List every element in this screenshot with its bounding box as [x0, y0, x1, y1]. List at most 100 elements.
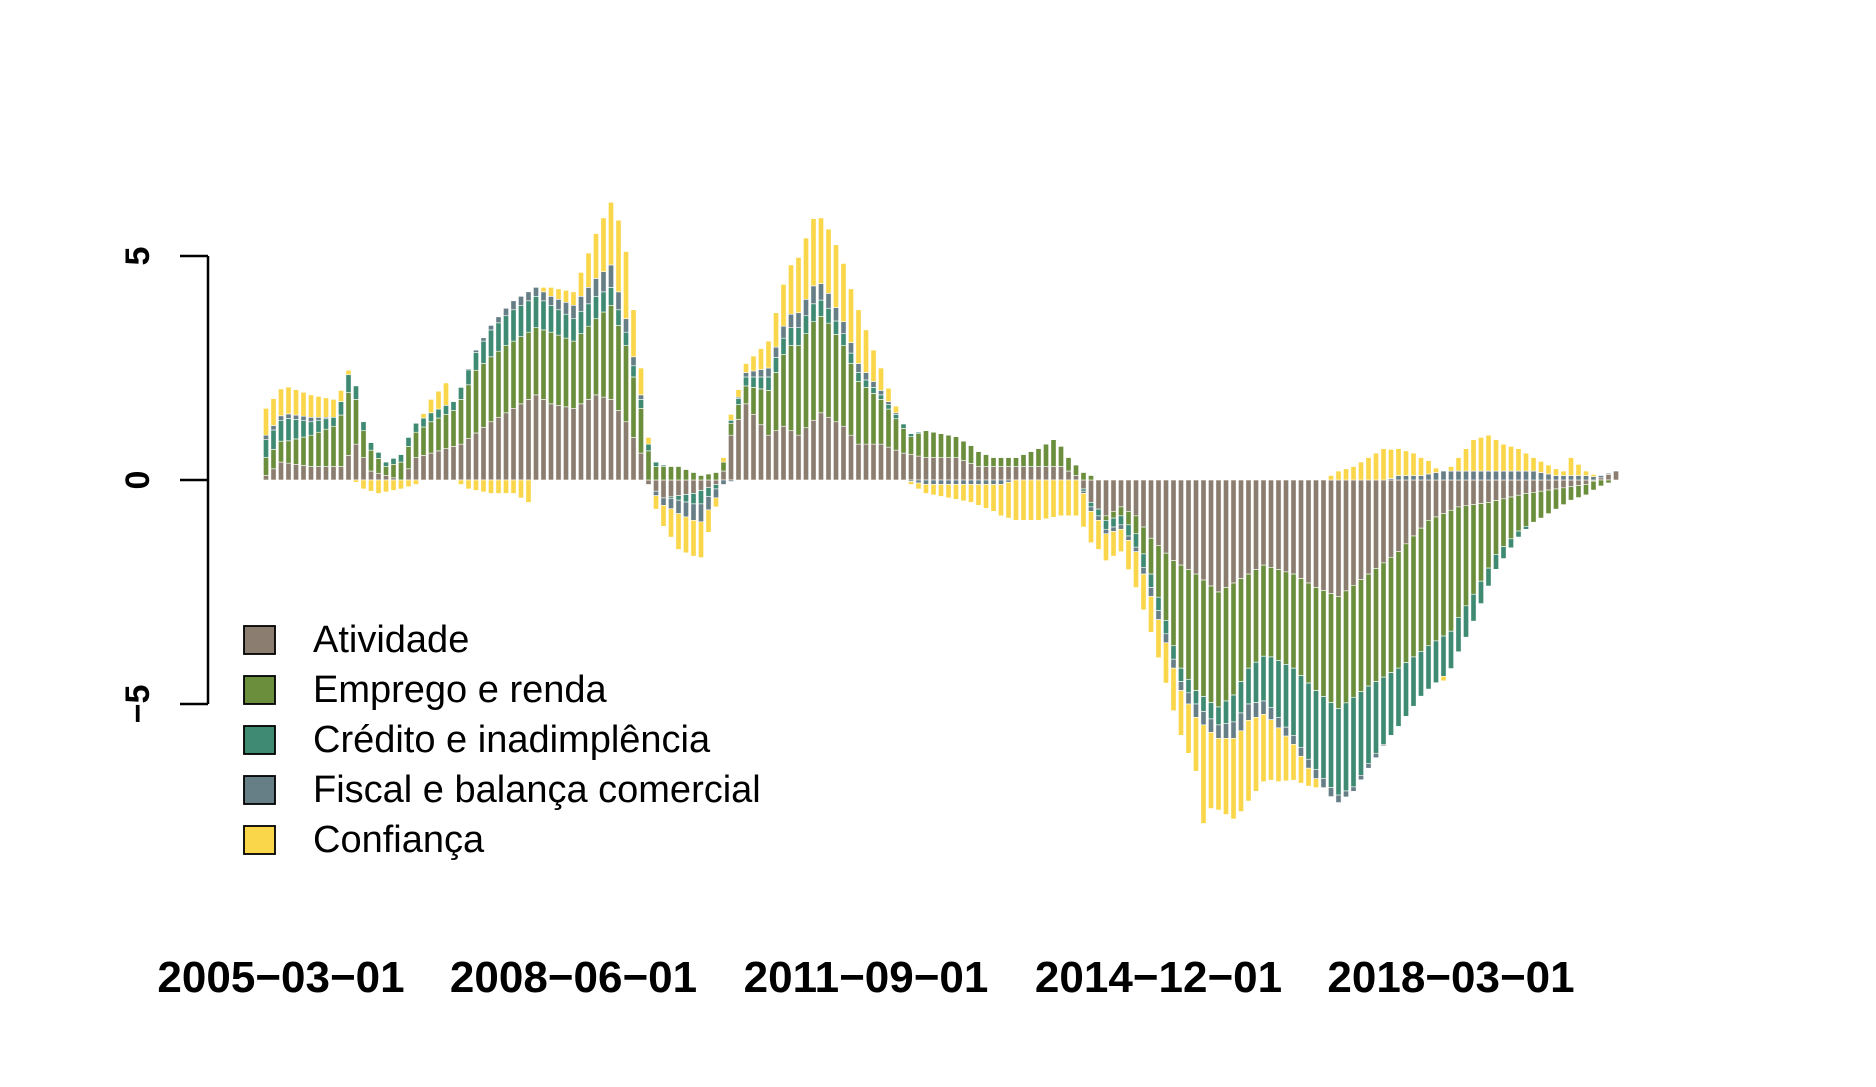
- bar-segment: [1418, 475, 1424, 481]
- bar-segment: [300, 436, 307, 466]
- bar-segment: [1043, 479, 1049, 520]
- bar-segment: [1208, 585, 1214, 703]
- bar-segment: [1455, 617, 1462, 653]
- bar-segment: [1223, 723, 1229, 739]
- bar-segment: [653, 495, 659, 510]
- bar-segment: [1125, 511, 1132, 526]
- bar-segment: [1463, 605, 1469, 638]
- bar-segment: [375, 452, 382, 459]
- bar-segment: [1088, 479, 1094, 503]
- bar-segment: [495, 316, 502, 324]
- bar-segment: [405, 479, 412, 488]
- bar-segment: [1275, 569, 1282, 661]
- bar-segment: [458, 387, 464, 400]
- bar-segment: [398, 454, 404, 463]
- bar-segment: [1155, 479, 1162, 547]
- bar-segment: [675, 479, 682, 496]
- bar-segment: [563, 337, 569, 408]
- bar-segment: [555, 405, 562, 481]
- bar-segment: [1343, 790, 1349, 798]
- bar-segment: [915, 431, 922, 434]
- bar-segment: [1260, 479, 1267, 566]
- bar-segment: [503, 479, 509, 494]
- bar-segment: [848, 288, 854, 343]
- bar-segment: [608, 287, 614, 306]
- bar-segment: [1313, 769, 1319, 779]
- bar-segment: [1448, 470, 1454, 481]
- bar-segment: [1530, 492, 1537, 523]
- bar-segment: [1365, 763, 1372, 769]
- bar-segment: [593, 233, 599, 279]
- bar-segment: [1110, 531, 1117, 557]
- bar-segment: [495, 350, 502, 418]
- bar-segment: [1388, 556, 1394, 673]
- bar-segment: [593, 278, 599, 297]
- bar-segment: [773, 430, 779, 481]
- bar-segment: [600, 217, 607, 272]
- bar-segment: [1313, 690, 1319, 771]
- bar-segment: [690, 503, 697, 521]
- bar-segment: [563, 301, 569, 315]
- bar-segment: [683, 494, 689, 503]
- bar-segment: [623, 345, 629, 423]
- bar-segment: [1193, 690, 1199, 705]
- bar-segment: [293, 389, 299, 416]
- bar-segment: [1523, 479, 1529, 494]
- legend-swatch: [243, 675, 276, 705]
- bar-segment: [1245, 703, 1252, 721]
- bar-segment: [563, 406, 569, 481]
- bar-segment: [1290, 744, 1297, 781]
- bar-segment: [1433, 472, 1439, 481]
- bar-segment: [1283, 726, 1289, 737]
- bar-segment: [578, 403, 584, 481]
- bar-segment: [653, 490, 659, 496]
- bar-segment: [1605, 479, 1612, 484]
- bar-segment: [1028, 466, 1034, 481]
- bar-segment: [735, 419, 742, 481]
- bar-segment: [1515, 530, 1522, 538]
- bar-segment: [1545, 473, 1552, 481]
- bar-segment: [1448, 479, 1454, 511]
- bar-segment: [1515, 479, 1522, 496]
- bar-segment: [413, 457, 419, 481]
- bar-segment: [923, 457, 929, 481]
- bar-segment: [600, 291, 607, 313]
- bar-segment: [578, 333, 584, 405]
- bar-segment: [1035, 466, 1042, 481]
- bar-segment: [1410, 475, 1417, 481]
- bar-segment: [803, 315, 809, 334]
- bar-segment: [1020, 466, 1027, 481]
- bar-segment: [1208, 702, 1214, 720]
- bar-segment: [893, 413, 899, 420]
- bar-segment: [1605, 474, 1612, 481]
- bar-segment: [473, 349, 479, 353]
- bar-segment: [848, 363, 854, 436]
- bar-segment: [1095, 515, 1102, 521]
- bar-segment: [1515, 448, 1522, 472]
- legend-label: Atividade: [313, 619, 469, 661]
- bar-segment: [480, 427, 487, 481]
- bar-segment: [818, 412, 824, 481]
- bar-segment: [443, 382, 449, 406]
- bar-segment: [1283, 664, 1289, 728]
- bar-segment: [1433, 516, 1439, 642]
- bar-segment: [750, 413, 757, 481]
- bar-segment: [968, 463, 974, 481]
- bar-segment: [1538, 490, 1544, 519]
- bar-segment: [1425, 645, 1432, 690]
- bar-segment: [750, 387, 757, 415]
- bar-segment: [1193, 703, 1199, 718]
- bar-segment: [1343, 468, 1349, 481]
- bar-segment: [915, 455, 922, 481]
- bar-segment: [368, 479, 374, 492]
- bar-segment: [1133, 479, 1139, 517]
- bar-segment: [300, 465, 307, 481]
- bar-segment: [780, 284, 787, 327]
- bar-segment: [870, 381, 877, 388]
- bar-segment: [683, 479, 689, 495]
- bar-segment: [623, 331, 629, 346]
- bar-segment: [773, 357, 779, 373]
- bar-segment: [570, 291, 577, 306]
- y-axis: −5 0 5: [119, 247, 210, 723]
